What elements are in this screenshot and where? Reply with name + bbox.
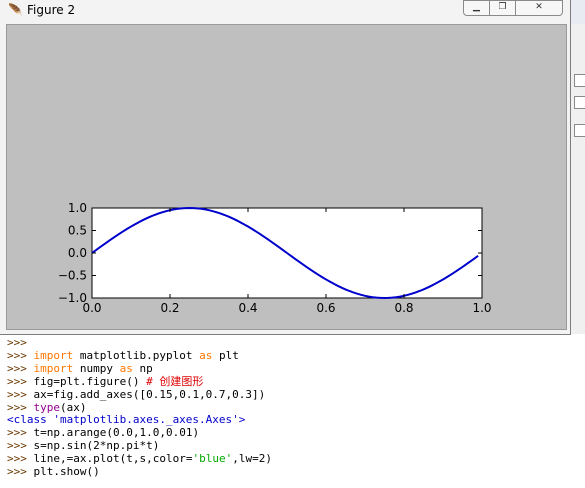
code-token: plt [212,348,239,362]
minimize-button[interactable]: ▁ [463,0,490,16]
code-token: import [33,361,74,375]
code-token: matplotlib.pyplot [73,348,200,362]
feather-icon: 🪶 [8,3,23,17]
shell-output-text: <class 'matplotlib.axes._axes.Axes'> [7,413,246,427]
shell-prompt: >>> [7,336,34,349]
x-tick-label: 0.0 [82,301,101,315]
code-token: ,lw=2) [232,452,272,466]
series-line-0 [91,206,479,300]
shell-input-line: >>> t=np.arange(0.0,1.0,0.01) [7,426,200,440]
title-bar[interactable]: 🪶 Figure 2 ▁ ❐ ✕ [0,0,570,22]
code-token: import [33,348,74,362]
close-button[interactable]: ✕ [515,0,563,16]
window-controls: ▁ ❐ ✕ [463,0,565,16]
code-token: numpy [73,361,120,375]
python-shell[interactable]: >>> >>> import matplotlib.pyplot as plt >… [0,335,585,488]
code-token: np [132,361,153,375]
shell-output-line: <class 'matplotlib.axes._axes.Axes'> [7,413,246,427]
shell-input-line: >>> plt.show() [7,465,100,479]
y-tick-label: −0.5 [58,269,87,283]
axes-frame [91,207,483,299]
y-tick-label: −1.0 [58,291,87,305]
code-token: fig=plt.figure() [33,374,147,388]
shell-input-line: >>> import numpy as np [7,361,153,376]
y-tick-label: 1.0 [68,201,87,215]
shell-input-line: >>> line,=ax.plot(t,s,color='blue',lw=2) [7,452,272,466]
y-tick-label: 0.0 [68,246,87,260]
window-title: Figure 2 [27,3,76,17]
code-token: s=np.sin(2*np.pi*t) [33,439,160,453]
maximize-button[interactable]: ❐ [489,0,516,16]
shell-input-line: >>> import matplotlib.pyplot as plt [7,348,239,363]
shell-prompt: >>> [7,439,34,453]
shell-input-line: >>> fig=plt.figure() # 创建图形 [7,374,204,389]
shell-prompt: >>> [7,348,34,362]
code-token: type [33,400,61,414]
code-token: plt.show() [33,465,100,478]
shell-prompt: >>> [7,374,34,388]
shell-input-line: >>> ax=fig.add_axes([0.15,0.1,0.7,0.3]) [7,387,266,402]
shell-prompt: >>> [7,426,34,440]
code-token: as [199,348,213,362]
code-token: (ax) [60,400,87,414]
x-tick-label: 0.2 [160,301,179,315]
x-tick-label: 1.0 [472,301,491,315]
background-checkbox [574,124,585,137]
chart: 0.0 0.2 0.4 0.6 0.8 1.0 1.0 0.5 0.0 −0.5 −1.0 [58,201,492,315]
x-tick-label: 0.8 [394,301,413,315]
shell-input-line: >>> [7,336,34,350]
x-tick-label: 0.6 [316,301,335,315]
code-token: ax=fig.add_axes([0.15,0.1,0.7,0.3]) [33,387,266,401]
background-panel [570,24,585,334]
shell-prompt: >>> [7,387,34,401]
code-token: 'blue' [192,452,233,466]
code-token: t=np.arange(0.0,1.0,0.01) [33,426,200,440]
shell-input-line: >>> type(ax) [7,400,87,415]
x-tick-label: 0.4 [238,301,257,315]
y-tick-label: 0.5 [68,224,87,238]
background-checkbox [574,96,585,109]
code-token: line,=ax.plot(t,s,color= [33,452,193,466]
figure-canvas: 0.0 0.2 0.4 0.6 0.8 1.0 1.0 0.5 0.0 −0.5 −1.0 [6,24,567,330]
shell-prompt: >>> [7,452,34,466]
background-checkbox [574,74,585,87]
shell-input-line: >>> s=np.sin(2*np.pi*t) [7,439,160,453]
figure-window: 🪶 Figure 2 ▁ ❐ ✕ 0.0 0.2 0.4 0.6 0.8 1.0 1.0 0.… [0,0,571,335]
code-token: as [119,361,133,375]
shell-prompt: >>> [7,465,34,478]
shell-prompt: >>> [7,361,34,375]
code-token: # 创建图形 [146,374,204,388]
shell-prompt: >>> [7,400,34,414]
